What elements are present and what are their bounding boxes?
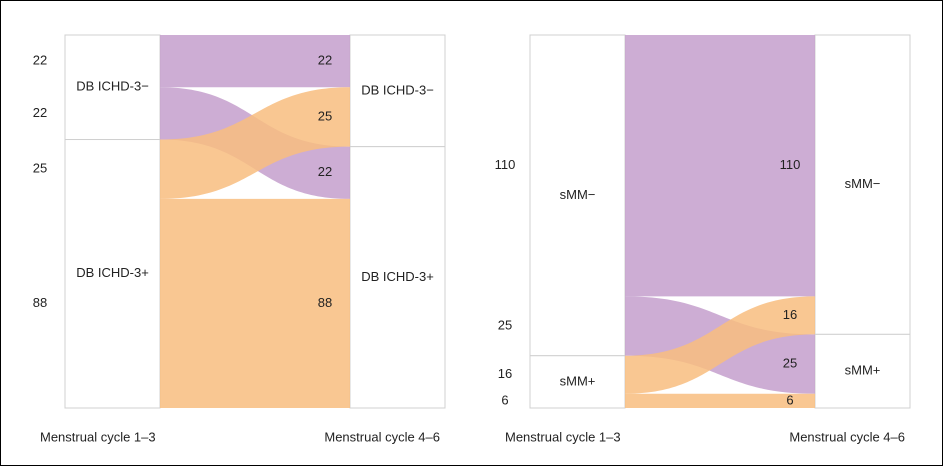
flow (160, 87, 350, 199)
stratum-label: DB ICHD-3+ (76, 265, 149, 280)
stratum-label: sMM− (560, 187, 596, 202)
flow-label-left: 25 (33, 161, 47, 176)
stratum-label: sMM+ (845, 363, 881, 378)
stratum-label: DB ICHD-3− (361, 82, 434, 97)
flow-label-left: 16 (498, 366, 512, 381)
flow (625, 35, 815, 297)
flow-label-left: 25 (498, 317, 512, 332)
flow-label-right: 22 (318, 53, 332, 68)
flow (625, 296, 815, 394)
flow-label-right: 88 (318, 295, 332, 310)
flow-label-left: 22 (33, 105, 47, 120)
flow-label-left: 88 (33, 295, 47, 310)
flow-label-left: 22 (33, 53, 47, 68)
flow-label-right: 25 (318, 108, 332, 123)
stratum-label: sMM− (845, 176, 881, 191)
flow (160, 35, 350, 88)
axis-label: Menstrual cycle 1–3 (40, 429, 156, 444)
flow-label-right: 110 (780, 157, 801, 172)
axis-label: Menstrual cycle 4–6 (789, 429, 905, 444)
flow-label-right: 6 (786, 392, 793, 407)
stratum-box (64, 139, 161, 409)
flow (160, 198, 350, 408)
stratum-box (64, 34, 161, 141)
flow-label-left: 6 (501, 392, 508, 407)
stratum-box (349, 34, 446, 148)
axis-label: Menstrual cycle 4–6 (324, 429, 440, 444)
flow-label-right: 25 (783, 355, 797, 370)
stratum-label: DB ICHD-3+ (361, 269, 434, 284)
axis-label: Menstrual cycle 1–3 (505, 429, 621, 444)
stratum-label: DB ICHD-3− (76, 79, 149, 94)
flow-label-right: 22 (318, 164, 332, 179)
flow-label-right: 16 (783, 307, 797, 322)
flow (625, 393, 815, 408)
stratum-box (349, 146, 446, 409)
flow-label-left: 110 (495, 157, 516, 172)
stratum-label: sMM+ (560, 373, 596, 388)
stratum-box (814, 333, 911, 409)
